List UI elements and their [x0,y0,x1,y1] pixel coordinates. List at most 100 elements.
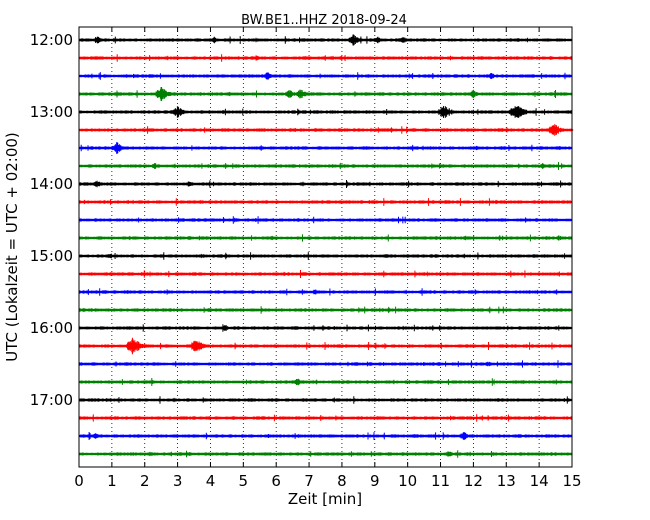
trace-16-30 [78,360,573,368]
seismic-event [187,340,216,352]
x-tick-label: 11 [431,472,450,490]
seismic-event [457,432,478,440]
trace-noise [78,270,573,278]
trace-13-00 [78,106,573,118]
trace-noise [78,216,573,224]
seismic-event [486,73,503,79]
x-tick-label: 14 [530,472,549,490]
trace-noise [78,414,573,422]
seismic-event [152,87,182,101]
seismic-event [424,326,435,330]
trace-noise [78,252,573,260]
y-tick-label: 17:00 [30,391,73,409]
seismic-event [261,72,283,80]
seismic-event [292,378,310,386]
trace-17-00 [78,396,573,404]
trace-15-30 [78,288,573,296]
seismic-event [294,89,316,99]
seismic-event [252,55,267,61]
x-tick-label: 6 [271,472,281,490]
grid-layer [111,27,540,467]
trace-noise [78,36,573,44]
x-tick-label: 2 [140,472,150,490]
seismic-event [149,163,166,169]
trace-16-00 [78,324,573,332]
seismic-event [170,106,195,118]
seismic-event [109,142,134,154]
seismic-event [554,235,568,241]
trace-noise [78,126,573,134]
seismic-event [467,89,487,99]
trace-14-15 [78,198,573,206]
seismic-event [141,200,152,204]
trace-noise [78,378,573,386]
traces-layer [78,34,574,458]
trace-17-45 [78,450,573,458]
trace-noise [78,432,573,440]
y-tick-label: 13:00 [30,103,73,121]
trace-17-30 [78,432,573,440]
trace-15-45 [78,306,573,314]
x-tick-label: 1 [107,472,117,490]
x-tick-label: 12 [464,472,483,490]
seismic-event [506,106,539,118]
y-axis-label: UTC (Lokalzeit = UTC + 02:00) [3,132,21,362]
seismic-event [175,272,187,276]
trace-14-30 [78,216,573,224]
trace-noise [78,324,573,332]
trace-noise [78,108,573,116]
trace-noise [78,54,573,62]
chart-title: BW.BE1..HHZ 2018-09-24 [241,13,407,28]
x-tick-label: 8 [337,472,347,490]
seismic-event [91,36,111,44]
trace-noise [78,450,573,458]
seismic-event [85,218,97,222]
trace-12-00 [78,34,573,46]
seismic-event [373,36,390,44]
x-tick-label: 9 [370,472,380,490]
seismic-event [346,34,370,46]
seismic-event [338,56,350,60]
x-tick-label: 15 [562,472,581,490]
seismic-event [472,145,487,151]
trace-15-15 [78,270,573,278]
seismic-event [483,361,499,367]
trace-17-15 [78,414,573,422]
seismic-event [208,36,227,44]
trace-13-15 [78,124,574,136]
trace-15-00 [78,252,573,260]
trace-noise [78,144,573,152]
y-tick-label: 16:00 [30,319,73,337]
seismic-event [272,308,284,312]
x-tick-label: 13 [497,472,516,490]
trace-13-45 [78,162,573,170]
trace-noise [78,180,573,188]
seismic-event [443,451,460,457]
seismic-event [545,218,557,222]
ticks-layer: 0 1 2 3 4 5 6 7 8 9 10 11 12 13 14 1512:0013:0014:0015:… [30,27,582,490]
trace-14-45 [78,234,573,242]
plot-frame [78,26,573,468]
seismic-event [435,106,464,118]
seismic-event [545,124,574,136]
trace-noise [78,234,573,242]
trace-12-45 [78,87,573,101]
trace-16-45 [78,378,573,386]
trace-14-00 [78,180,573,188]
seismic-event [90,433,107,439]
seismic-event [91,180,110,188]
seismic-event [207,417,217,419]
y-tick-label: 12:00 [30,31,73,49]
trace-13-30 [78,142,573,154]
trace-noise [78,306,573,314]
seismic-event [106,254,120,258]
x-tick-label: 0 [74,472,84,490]
seismic-event [123,337,157,355]
seismic-event [220,325,237,331]
seismic-event [537,163,553,169]
trace-noise [78,198,573,206]
x-tick-label: 7 [304,472,314,490]
x-tick-label: 5 [239,472,249,490]
trace-noise [78,396,573,404]
